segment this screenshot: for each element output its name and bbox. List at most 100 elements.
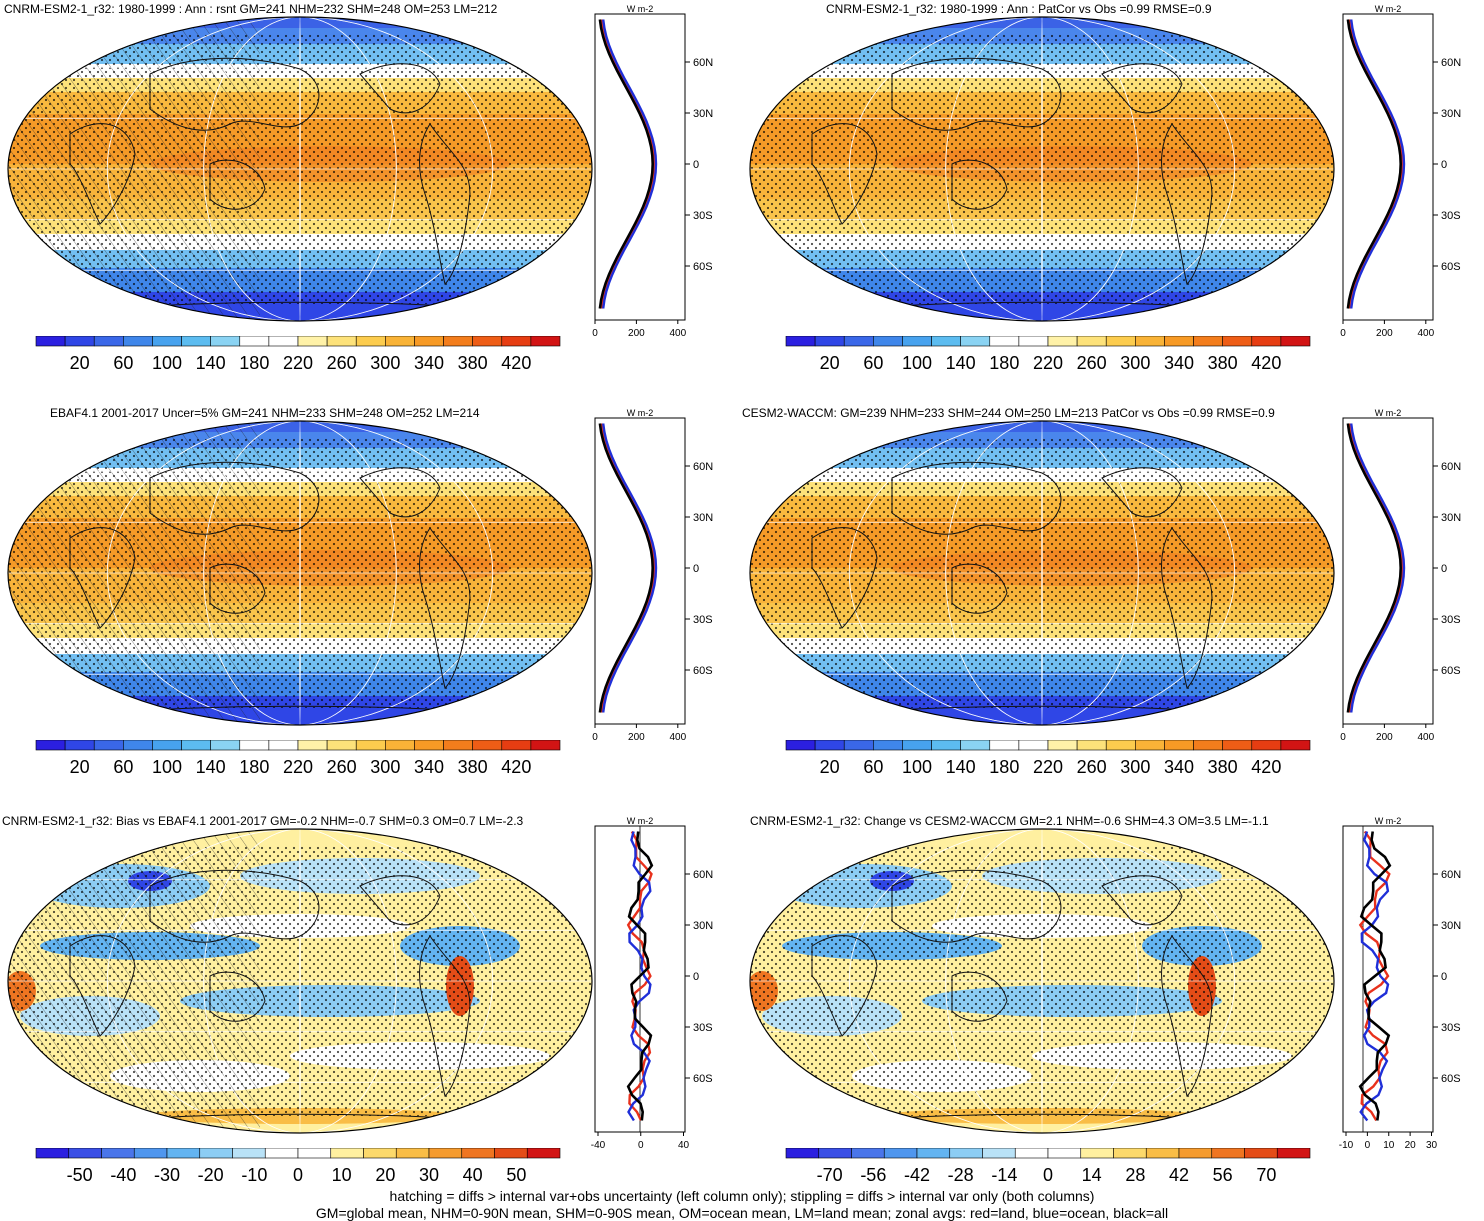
colorbar-tick-label: 220 bbox=[1033, 353, 1063, 373]
global-map bbox=[749, 420, 1335, 726]
colorbar-swatch bbox=[428, 1148, 463, 1159]
zonal-mean-plot: W m-2 60N 30N 0 30S 60S 0 200 400 bbox=[592, 408, 713, 743]
colorbar-swatch bbox=[916, 1148, 951, 1159]
colorbar-swatch bbox=[326, 740, 357, 751]
colorbar-swatch bbox=[982, 1148, 1016, 1159]
panel-model-patcor: CNRM-ESM2-1_r32: 1980-1999 : Ann : PatCo… bbox=[742, 0, 1484, 390]
lat-tick-label: 30S bbox=[693, 210, 713, 222]
colorbar-tick-label: 40 bbox=[463, 1165, 483, 1185]
colorbar-tick-label: -10 bbox=[241, 1165, 267, 1185]
zonal-tick-label: 0 bbox=[1340, 732, 1346, 743]
zonal-series-ocean bbox=[602, 19, 658, 309]
panel-title: CNRM-ESM2-1_r32: 1980-1999 : Ann : PatCo… bbox=[826, 2, 1212, 16]
colorbar-swatch bbox=[1276, 1148, 1311, 1159]
zonal-tick-label: 10 bbox=[1383, 1140, 1395, 1151]
colorbar-tick-label: 140 bbox=[946, 353, 976, 373]
colorbar: 20 60 100 140 180 220 260 300 340 380 420 bbox=[35, 336, 561, 373]
lat-tick-label: 30S bbox=[1441, 1022, 1461, 1034]
colorbar-swatch bbox=[526, 1148, 561, 1159]
zonal-plot-frame bbox=[1342, 13, 1434, 321]
zonal-plot-frame bbox=[1342, 825, 1434, 1133]
zonal-tick-label: -10 bbox=[1339, 1140, 1354, 1151]
colorbar-tick-label: -40 bbox=[110, 1165, 136, 1185]
zonal-tick-label: 0 bbox=[1365, 1140, 1371, 1151]
colorbar-tick-label: -14 bbox=[991, 1165, 1017, 1185]
panel-change: CNRM-ESM2-1_r32: Change vs CESM2-WACCM G… bbox=[742, 812, 1484, 1192]
colorbar-swatch bbox=[472, 740, 503, 751]
zonal-unit-label: W m-2 bbox=[627, 4, 654, 14]
colorbar-tick-label: 300 bbox=[370, 353, 400, 373]
colorbar-tick-label: 300 bbox=[370, 757, 400, 777]
zonal-tick-label: 40 bbox=[678, 1140, 690, 1151]
colorbar-tick-label: 220 bbox=[283, 353, 313, 373]
colorbar-tick-label: 340 bbox=[414, 353, 444, 373]
zonal-series-land bbox=[600, 423, 656, 713]
colorbar-swatch bbox=[123, 740, 153, 751]
colorbar-tick-label: 380 bbox=[458, 757, 488, 777]
lat-tick-label: 30N bbox=[1441, 920, 1461, 932]
colorbar-tick-label: 20 bbox=[70, 353, 90, 373]
zonal-tick-label: 0 bbox=[638, 1140, 644, 1151]
lat-tick-label: 60S bbox=[693, 261, 713, 273]
lat-tick-label: 60S bbox=[693, 665, 713, 677]
colorbar-tick-label: 100 bbox=[902, 353, 932, 373]
lat-tick-label: 60N bbox=[693, 869, 713, 881]
zonal-mean-plot: W m-2 60N 30N 0 30S 60S -10 0 10 20 30 bbox=[1339, 816, 1461, 1151]
zonal-unit-label: W m-2 bbox=[627, 408, 654, 418]
colorbar-tick-label: 340 bbox=[1164, 757, 1194, 777]
colorbar-swatch bbox=[1222, 740, 1253, 751]
lat-tick-label: 0 bbox=[693, 563, 699, 575]
zonal-tick-label: 200 bbox=[1376, 732, 1393, 743]
colorbar-swatch bbox=[1105, 740, 1136, 751]
colorbar-swatch bbox=[264, 1148, 299, 1159]
colorbar-tick-label: 340 bbox=[414, 757, 444, 777]
zonal-series-ocean bbox=[602, 423, 658, 713]
colorbar-swatch bbox=[1193, 336, 1223, 347]
lat-tick-label: 60N bbox=[1441, 461, 1461, 473]
colorbar: 20 60 100 140 180 220 260 300 340 380 420 bbox=[785, 336, 1311, 373]
colorbar-tick-label: 60 bbox=[863, 353, 883, 373]
zonal-series-all bbox=[598, 19, 655, 309]
zonal-plot-frame bbox=[594, 13, 686, 321]
zonal-tick-label: 400 bbox=[669, 328, 686, 339]
colorbar-tick-label: 20 bbox=[820, 757, 840, 777]
colorbar-swatch bbox=[814, 740, 845, 751]
zonal-series-land bbox=[1348, 19, 1404, 309]
zonal-series-ocean bbox=[1359, 831, 1390, 1122]
colorbar-tick-label: 70 bbox=[1256, 1165, 1276, 1185]
zonal-series-land bbox=[1348, 423, 1404, 713]
colorbar-swatch bbox=[1193, 740, 1223, 751]
colorbar-swatch bbox=[210, 336, 241, 347]
colorbar-swatch bbox=[239, 336, 270, 347]
colorbar-tick-label: 56 bbox=[1213, 1165, 1233, 1185]
colorbar-tick-label: 180 bbox=[239, 353, 269, 373]
colorbar-tick-label: 420 bbox=[501, 353, 531, 373]
colorbar-swatch bbox=[461, 1148, 495, 1159]
colorbar-swatch bbox=[1222, 336, 1253, 347]
colorbar-tick-label: -50 bbox=[67, 1165, 93, 1185]
colorbar-tick-label: -30 bbox=[154, 1165, 180, 1185]
colorbar-swatch bbox=[133, 1148, 168, 1159]
zonal-unit-label: W m-2 bbox=[1375, 408, 1402, 418]
colorbar-swatch bbox=[443, 336, 473, 347]
colorbar-tick-label: 60 bbox=[113, 353, 133, 373]
colorbar-tick-label: 420 bbox=[1251, 757, 1281, 777]
colorbar-swatch bbox=[1145, 1148, 1180, 1159]
lat-tick-label: 60S bbox=[1441, 665, 1461, 677]
colorbar-swatch bbox=[326, 336, 357, 347]
colorbar-swatch bbox=[210, 740, 241, 751]
global-map bbox=[749, 828, 1335, 1134]
colorbar-swatch bbox=[166, 1148, 201, 1159]
colorbar-swatch bbox=[501, 740, 532, 751]
global-map bbox=[7, 420, 593, 726]
colorbar-swatch bbox=[960, 336, 991, 347]
panel-title: CNRM-ESM2-1_r32: 1980-1999 : Ann : rsnt … bbox=[4, 2, 498, 16]
colorbar-swatch bbox=[501, 336, 532, 347]
colorbar-tick-label: 42 bbox=[1169, 1165, 1189, 1185]
colorbar-tick-label: 50 bbox=[506, 1165, 526, 1185]
zonal-tick-label: 400 bbox=[1417, 732, 1434, 743]
colorbar-tick-label: 140 bbox=[196, 353, 226, 373]
colorbar-swatch bbox=[93, 336, 124, 347]
colorbar-tick-label: 300 bbox=[1120, 353, 1150, 373]
zonal-tick-label: 200 bbox=[628, 328, 645, 339]
